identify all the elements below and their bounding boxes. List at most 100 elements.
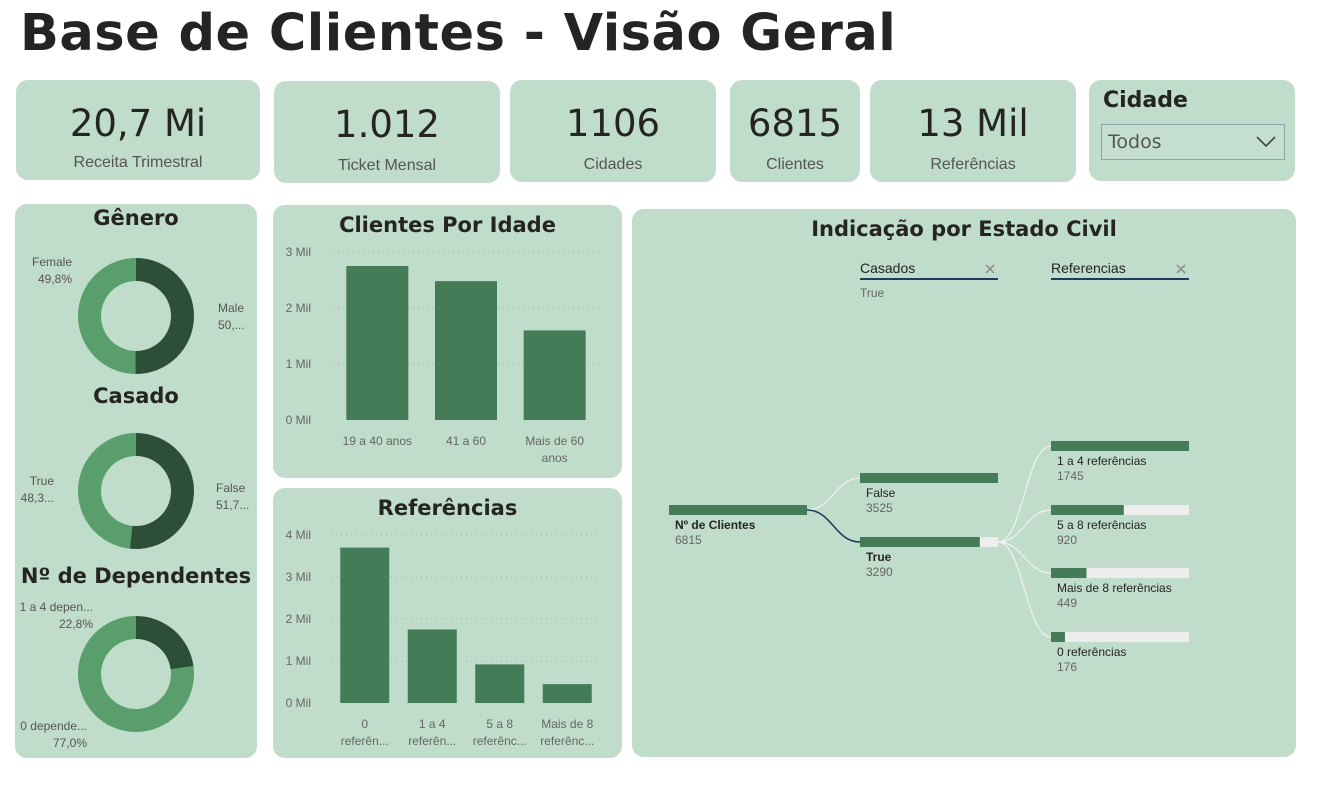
tree-node-value: 3290 [866, 565, 893, 579]
x-tick-label: 0 [361, 717, 368, 731]
donut-title-genero: Gênero [93, 206, 179, 230]
tree-node-value: 920 [1057, 533, 1077, 547]
x-tick-label: 19 a 40 anos [343, 434, 412, 448]
close-icon[interactable] [1176, 264, 1186, 274]
tree-connector [997, 509, 1052, 543]
tree-node-label: True [866, 550, 892, 564]
slice-label: False [216, 481, 246, 495]
slice-value-label: 50,... [218, 318, 245, 332]
tree-title: Indicação por Estado Civil [811, 217, 1117, 241]
donut-slice[interactable] [78, 433, 136, 549]
tree-level-filter: True [860, 286, 885, 300]
x-tick-label: Mais de 8 [541, 717, 593, 731]
tree-node-bar[interactable] [860, 473, 998, 483]
tree-node-track [1051, 568, 1189, 578]
ref-chart-card: Referências 0 Mil 1 Mil 2 Mil 3 Mil 4 Mil 0 re… [273, 488, 622, 758]
y-tick-label: 0 Mil [286, 696, 311, 710]
cidade-dropdown[interactable]: Todos [1101, 124, 1285, 160]
kpi-label: Ticket Mensal [337, 157, 437, 174]
donut-title-dependentes: Nº de Dependentes [20, 564, 252, 588]
close-icon[interactable] [985, 264, 995, 274]
tree-node-value: 449 [1057, 596, 1077, 610]
donut-slice[interactable] [129, 433, 195, 549]
kpi-value: 6815 [747, 102, 843, 145]
kpi-value: 20,7 Mi [69, 102, 207, 145]
tree-connector [997, 445, 1052, 543]
tree-node-value: 3525 [866, 501, 893, 515]
ref-chart-title: Referências [377, 496, 518, 520]
y-tick-label: 3 Mil [286, 570, 311, 584]
tree-connector [806, 477, 861, 511]
kpi-card-referencias: 13 Mil Referências [870, 80, 1076, 182]
decomposition-tree-card: Indicação por Estado Civil Casados True Re… [632, 209, 1296, 757]
bar[interactable] [340, 547, 390, 703]
dropdown-selected-value: Todos [1108, 131, 1162, 153]
tree-node-bar[interactable] [1051, 632, 1065, 642]
page-title: Base de Clientes - Visão Geral [20, 4, 897, 63]
x-tick-label: referên... [408, 734, 456, 748]
slice-label: Male [218, 301, 244, 315]
slice-value-label: 22,8% [59, 617, 93, 631]
tree-node-label: False [866, 486, 896, 500]
donut-slice[interactable] [77, 258, 136, 374]
bar[interactable] [523, 330, 586, 420]
chevron-down-icon [1256, 136, 1276, 148]
donut-charts: Male 50,... Female 49,8% False 51,7... True 48,… [20, 255, 250, 750]
kpi-value: 1106 [565, 102, 661, 145]
tree-node-label: Mais de 8 referências [1057, 581, 1172, 595]
kpi-label: Cidades [583, 156, 643, 173]
kpi-card-cidades: 1106 Cidades [510, 80, 716, 182]
bar[interactable] [407, 629, 457, 704]
x-tick-label: anos [542, 451, 568, 465]
age-bar-chart: 0 Mil 1 Mil 2 Mil 3 Mil 19 a 40 anos 41 a 60 M… [286, 245, 599, 465]
bar[interactable] [475, 664, 525, 703]
x-tick-label: referên... [341, 734, 389, 748]
tree-node-value: 1745 [1057, 469, 1084, 483]
slice-value-label: 51,7... [216, 498, 249, 512]
tree-node-label: 1 a 4 referências [1057, 454, 1146, 468]
kpi-card-receita: 20,7 Mi Receita Trimestral [16, 80, 260, 180]
slice-label: Female [32, 255, 72, 269]
kpi-card-ticket: 1.012 Ticket Mensal [274, 81, 500, 183]
cidade-slicer: Cidade Todos [1089, 80, 1295, 181]
donut-title-casado: Casado [93, 384, 179, 408]
x-tick-label: 1 a 4 [419, 717, 446, 731]
y-tick-label: 1 Mil [286, 654, 311, 668]
tree-node-value: 6815 [675, 533, 702, 547]
tree-connector [806, 509, 861, 543]
y-tick-label: 0 Mil [286, 413, 311, 427]
kpi-label: Receita Trimestral [73, 154, 203, 171]
x-tick-label: referênc... [540, 734, 594, 748]
donut-slice[interactable] [78, 616, 194, 733]
y-tick-label: 1 Mil [286, 357, 311, 371]
slice-value-label: 48,3... [21, 491, 54, 505]
tree-node-bar[interactable] [1051, 505, 1124, 515]
x-tick-label: 41 a 60 [446, 434, 486, 448]
tree-connector [997, 541, 1052, 574]
bar[interactable] [435, 281, 497, 420]
x-tick-label: referênc... [473, 734, 527, 748]
bar[interactable] [346, 266, 409, 420]
donut-slice[interactable] [136, 616, 194, 670]
kpi-card-clientes: 6815 Clientes [730, 80, 860, 182]
tree-node-label: 5 a 8 referências [1057, 518, 1146, 532]
kpi-value: 13 Mil [917, 102, 1029, 145]
x-tick-label: 5 a 8 [486, 717, 513, 731]
age-chart-card: Clientes Por Idade 0 Mil 1 Mil 2 Mil 3 Mil 1… [273, 205, 622, 478]
tree-node-bar[interactable] [1051, 441, 1189, 451]
tree-node-bar[interactable] [669, 505, 807, 515]
tree-level-header: Referencias [1051, 260, 1126, 276]
kpi-value: 1.012 [334, 103, 440, 146]
tree-node-bar[interactable] [1051, 568, 1087, 578]
donut-slice[interactable] [135, 258, 194, 374]
y-tick-label: 2 Mil [286, 612, 311, 626]
bar[interactable] [542, 684, 592, 703]
tree-node-label: 0 referências [1057, 645, 1126, 659]
kpi-label: Clientes [766, 156, 824, 173]
tree-level-header: Casados [860, 260, 915, 276]
slice-value-label: 49,8% [38, 272, 72, 286]
tree-node-bar[interactable] [860, 537, 980, 547]
slicer-title: Cidade [1103, 88, 1188, 113]
y-tick-label: 4 Mil [286, 528, 311, 542]
tree-node-value: 176 [1057, 660, 1077, 674]
